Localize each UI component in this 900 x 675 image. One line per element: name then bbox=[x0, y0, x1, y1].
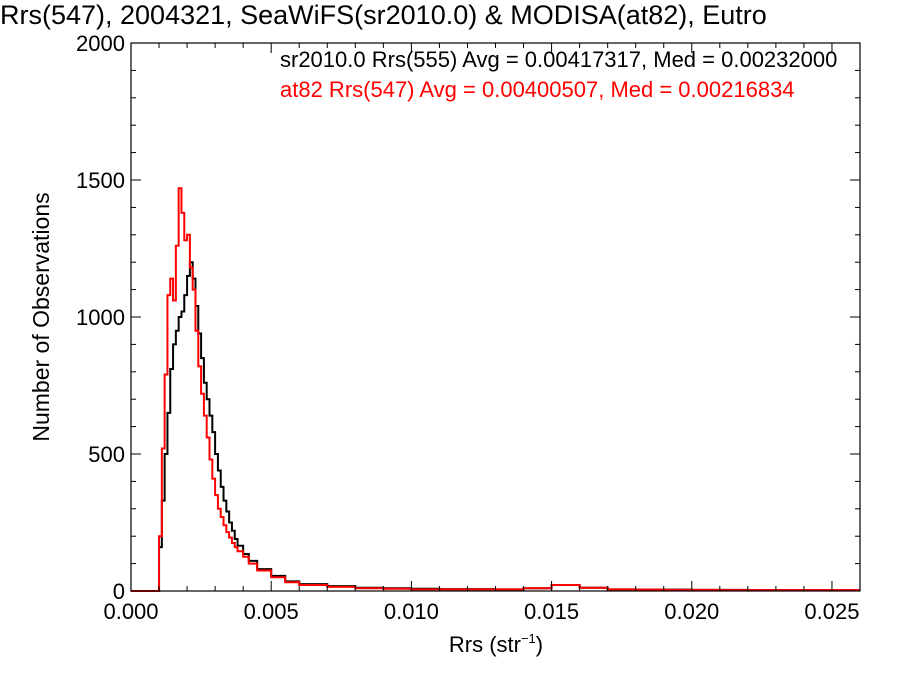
y-tick-label: 1500 bbox=[76, 168, 125, 193]
histogram-series-0 bbox=[131, 261, 860, 592]
x-axis-label-superscript: −1 bbox=[521, 631, 536, 646]
histogram-series-1 bbox=[131, 187, 860, 592]
x-tick-label: 0.020 bbox=[664, 599, 719, 624]
y-tick-label: 0 bbox=[113, 579, 125, 604]
y-tick-label: 500 bbox=[88, 442, 125, 467]
x-tick-label: 0.015 bbox=[524, 599, 579, 624]
x-tick-label: 0.010 bbox=[384, 599, 439, 624]
plot-frame bbox=[130, 42, 861, 592]
y-tick-label: 1000 bbox=[76, 305, 125, 330]
chart-title: Rrs(547), 2004321, SeaWiFS(sr2010.0) & M… bbox=[0, 0, 767, 30]
x-axis-label-main: Rrs (str bbox=[449, 632, 521, 657]
legend-annotation-red: at82 Rrs(547) Avg = 0.00400507, Med = 0.… bbox=[280, 77, 795, 102]
legend-annotation-black: sr2010.0 Rrs(555) Avg = 0.00417317, Med … bbox=[280, 47, 837, 72]
x-tick-label: 0.000 bbox=[103, 599, 158, 624]
x-tick-label: 0.005 bbox=[244, 599, 299, 624]
x-tick-label: 0.025 bbox=[804, 599, 859, 624]
plot-area bbox=[131, 187, 860, 592]
y-axis-label: Number of Observations bbox=[28, 192, 54, 441]
x-axis-label-close: ) bbox=[536, 632, 543, 657]
x-axis-label: Rrs (str−1) bbox=[449, 631, 543, 657]
y-tick-label: 2000 bbox=[76, 31, 125, 56]
